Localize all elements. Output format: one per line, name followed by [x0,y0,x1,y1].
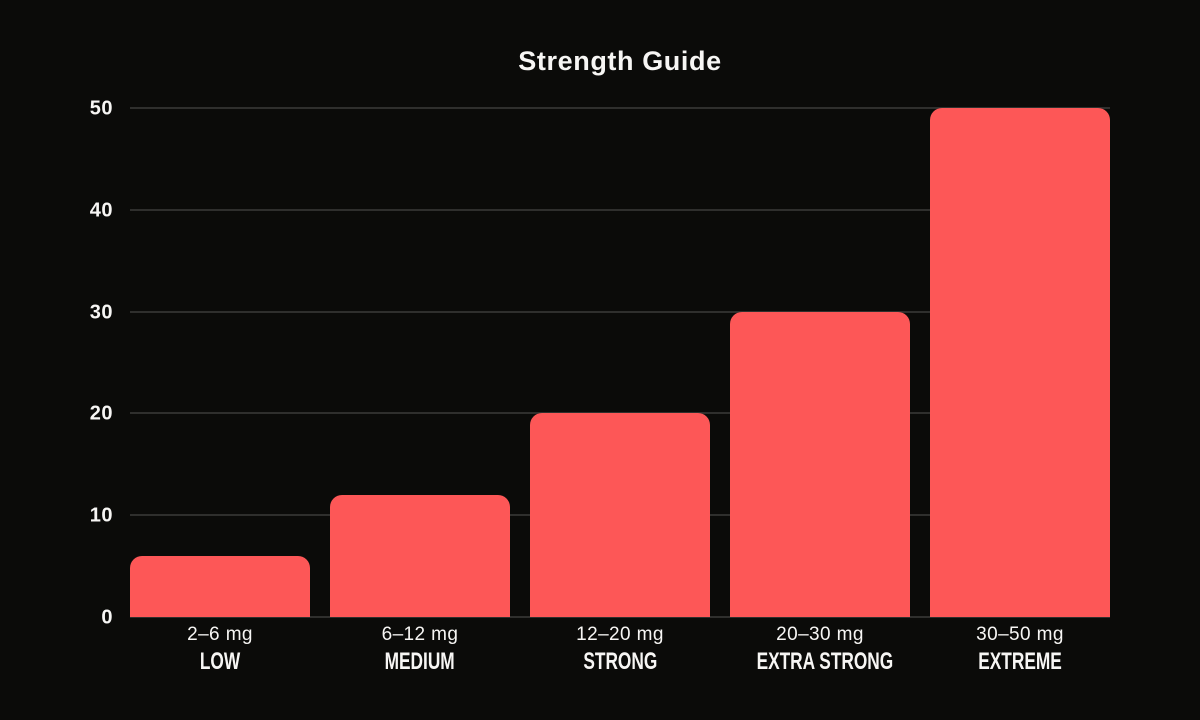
y-tick-label-20: 20 [89,402,113,425]
y-tick-label-0: 0 [101,606,113,629]
gridline-40 [130,208,1110,211]
bar-strong [530,413,710,617]
bar-series [130,108,1110,617]
dose-range-label: 30–50 mg [976,624,1064,645]
x-label-group-extreme: 30–50 mg EXTREME [930,624,1110,675]
x-axis-labels: 2–6 mg LOW 6–12 mg MEDIUM 12–20 mg STRONG 20–3… [130,624,1110,675]
y-tick-label-40: 40 [89,199,113,222]
dose-range-label: 6–12 mg [381,624,459,645]
bar-medium [330,494,510,617]
strength-label: STRONG [583,648,657,675]
y-tick-label-10: 10 [89,504,113,527]
dose-range-label: 20–30 mg [776,624,864,645]
gridline-0 [130,616,1110,618]
x-label-group-strong: 12–20 mg STRONG [530,624,710,675]
bar-extra-strong [730,311,910,617]
dose-range-label: 12–20 mg [576,624,664,645]
chart-title: Strength Guide [518,46,722,76]
strength-label: EXTRA STRONG [756,648,894,675]
x-label-group-low: 2–6 mg LOW [130,624,310,675]
strength-label: MEDIUM [384,648,456,675]
dose-range-label: 2–6 mg [187,624,253,645]
strength-label: EXTREME [978,648,1062,675]
gridline-50 [130,107,1110,109]
x-label-group-extra-strong: 20–30 mg EXTRA STRONG [730,624,910,675]
gridline-30 [130,310,1110,313]
bar-low [130,555,310,617]
x-label-group-medium: 6–12 mg MEDIUM [330,624,510,675]
plot-area: 0 10 20 30 40 50 2–6 mg LOW 6–12 mg MEDIUM 12–20 … [90,98,1110,675]
y-tick-label-50: 50 [89,97,113,120]
bar-extreme [930,108,1110,617]
y-tick-label-30: 30 [89,301,113,324]
strength-label: LOW [199,648,241,675]
